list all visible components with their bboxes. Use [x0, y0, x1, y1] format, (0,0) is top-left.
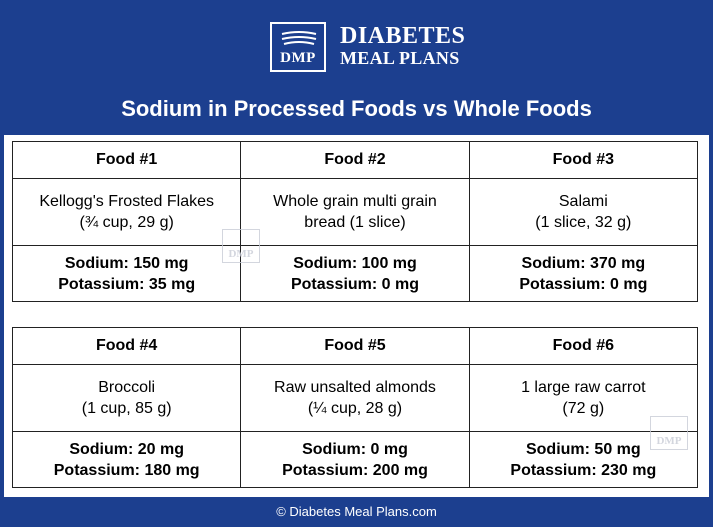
copyright-footer: © Diabetes Meal Plans.com	[276, 504, 437, 519]
brand-logo[interactable]: DMP DIABETES MEAL PLANS	[270, 22, 465, 72]
food-table-2: Food #4 Food #5 Food #6 Broccoli (1 cup, …	[11, 327, 699, 488]
sodium-value: Sodium: 150 mg	[64, 254, 189, 272]
nutrient-row: Sodium: 20 mg Potassium: 180 mg Sodium: 0…	[11, 431, 699, 488]
sodium-value: Sodium: 100 mg	[293, 254, 417, 272]
potassium-value: Potassium: 0 mg	[519, 275, 648, 293]
table-header-row: Food #1 Food #2 Food #3	[11, 141, 699, 179]
food-description: Broccoli (1 cup, 85 g)	[11, 364, 242, 432]
food-header: Food #2	[240, 141, 470, 179]
food-name: Broccoli	[98, 379, 156, 396]
food-serving: (1 cup, 85 g)	[81, 400, 172, 417]
food-description: 1 large raw carrot (72 g)	[468, 364, 699, 432]
potassium-value: Potassium: 200 mg	[282, 461, 428, 479]
table-header-row: Food #4 Food #5 Food #6	[11, 327, 699, 365]
header: DMP DIABETES MEAL PLANS Sodium in Proces…	[0, 0, 713, 135]
food-serving: bread (1 slice)	[304, 214, 406, 231]
watermark-text: DMP	[656, 435, 682, 447]
food-nutrients: Sodium: 370 mg Potassium: 0 mg	[468, 245, 699, 302]
potassium-value: Potassium: 230 mg	[510, 461, 657, 479]
food-table-1: Food #1 Food #2 Food #3 Kellogg's Froste…	[11, 141, 699, 302]
watermark-text: DMP	[228, 248, 254, 260]
food-header: Food #3	[468, 141, 699, 179]
food-header: Food #6	[468, 327, 699, 365]
page-title: Sodium in Processed Foods vs Whole Foods	[121, 96, 592, 121]
food-description: Whole grain multi grain bread (1 slice)	[240, 178, 470, 246]
watermark-logo: DMP	[650, 416, 688, 450]
plate-icon	[281, 31, 317, 45]
food-name: Whole grain multi grain	[273, 193, 437, 210]
food-description: Salami (1 slice, 32 g)	[468, 178, 699, 246]
food-name: Raw unsalted almonds	[274, 379, 436, 396]
food-serving: (72 g)	[562, 400, 605, 417]
food-serving: (¼ cup, 28 g)	[307, 400, 403, 417]
food-nutrients: Sodium: 50 mg Potassium: 230 mg	[468, 431, 699, 488]
food-serving: (1 slice, 32 g)	[535, 214, 632, 231]
potassium-value: Potassium: 35 mg	[58, 275, 196, 293]
content-panel: Food #1 Food #2 Food #3 Kellogg's Froste…	[4, 135, 709, 497]
watermark-logo: DMP	[222, 229, 260, 263]
logo-line-2: MEAL PLANS	[340, 48, 460, 68]
food-name: Kellogg's Frosted Flakes	[39, 193, 214, 210]
sodium-value: Sodium: 20 mg	[69, 440, 184, 458]
potassium-value: Potassium: 0 mg	[290, 275, 419, 293]
nutrient-row: Sodium: 150 mg Potassium: 35 mg Sodium: 1…	[11, 245, 699, 302]
food-nutrients: Sodium: 20 mg Potassium: 180 mg	[11, 431, 242, 488]
food-description: Kellogg's Frosted Flakes (¾ cup, 29 g)	[11, 178, 242, 246]
logo-badge: DMP	[270, 22, 326, 72]
logo-line-1: DIABETES	[340, 23, 466, 49]
sodium-value: Sodium: 0 mg	[302, 440, 408, 458]
food-nutrients: Sodium: 150 mg Potassium: 35 mg	[11, 245, 242, 302]
description-row: Kellogg's Frosted Flakes (¾ cup, 29 g) Wh…	[11, 178, 699, 246]
sodium-value: Sodium: 50 mg	[525, 440, 641, 458]
food-nutrients: Sodium: 100 mg Potassium: 0 mg	[240, 245, 470, 302]
sodium-value: Sodium: 370 mg	[521, 254, 646, 272]
food-header: Food #5	[240, 327, 470, 365]
food-nutrients: Sodium: 0 mg Potassium: 200 mg	[240, 431, 470, 488]
food-description: Raw unsalted almonds (¼ cup, 28 g)	[240, 364, 470, 432]
logo-wordmark: DIABETES MEAL PLANS	[340, 23, 466, 69]
food-name: 1 large raw carrot	[521, 379, 646, 396]
food-serving: (¾ cup, 29 g)	[79, 214, 174, 231]
food-name: Salami	[558, 193, 608, 210]
potassium-value: Potassium: 180 mg	[53, 461, 200, 479]
food-header: Food #4	[11, 327, 242, 365]
food-header: Food #1	[11, 141, 242, 179]
logo-badge-text: DMP	[280, 50, 316, 66]
description-row: Broccoli (1 cup, 85 g) Raw unsalted almon…	[11, 364, 699, 432]
